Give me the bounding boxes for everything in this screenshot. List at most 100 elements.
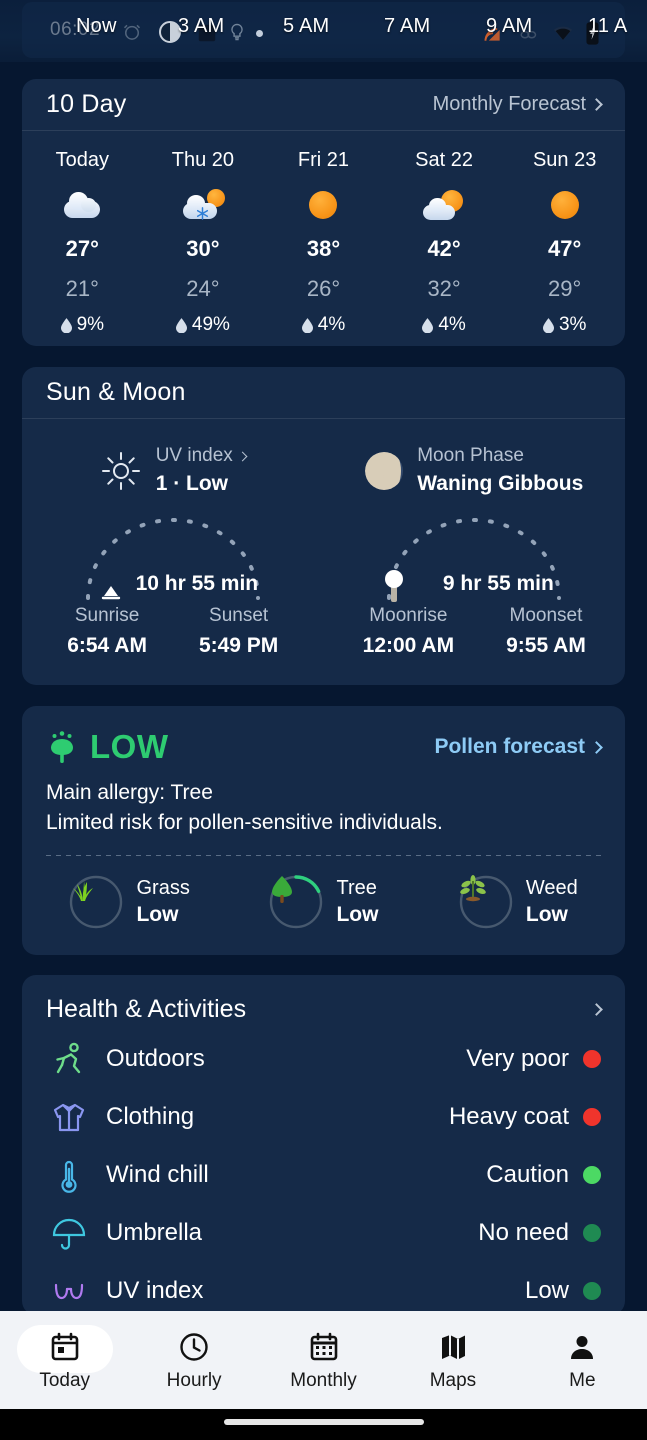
day-precip: 49% xyxy=(175,314,230,336)
sun-moon-title: Sun & Moon xyxy=(46,378,186,406)
status-dot xyxy=(583,1166,601,1184)
weed-value: Low xyxy=(525,902,568,926)
hourly-label-3[interactable]: 7 AM xyxy=(384,15,431,37)
hourly-label-4[interactable]: 9 AM xyxy=(486,15,533,37)
sun-and-moon-card: Sun & Moon UV index 1 · Low xyxy=(22,367,625,685)
health-row-uv-index[interactable]: UV index Low xyxy=(22,1262,625,1315)
health-row-umbrella[interactable]: Umbrella No need xyxy=(22,1204,625,1262)
health-row-clothing[interactable]: Clothing Heavy coat xyxy=(22,1088,625,1146)
ten-day-row: Today 27° 21° 9% Thu 20 xyxy=(22,131,625,336)
moon-phase-icon xyxy=(365,451,404,490)
day-precip: 4% xyxy=(301,314,346,336)
day-precip-value: 4% xyxy=(317,314,346,335)
moonset-label: Moonset xyxy=(509,605,583,626)
pollen-risk-text: Limited risk for pollen-sensitive indivi… xyxy=(46,811,443,835)
moonset-value: 9:55 AM xyxy=(506,634,586,657)
day-column[interactable]: Sat 22 42° 32° 4% xyxy=(384,149,505,336)
hourly-label-5[interactable]: 11 A xyxy=(588,15,628,37)
pollen-forecast-link[interactable]: Pollen forecast xyxy=(434,735,603,759)
sun-icon xyxy=(309,188,338,222)
day-low: 29° xyxy=(548,276,582,301)
rise-set-arcs: 10 hr 55 min Sunrise 6:54 AM Sunset 5:49… xyxy=(22,502,625,657)
gesture-pill[interactable] xyxy=(223,1419,424,1425)
day-low: 32° xyxy=(427,276,461,301)
health-value: Heavy coat xyxy=(448,1103,569,1130)
pollen-level-group: LOW xyxy=(46,728,168,766)
health-value: No need xyxy=(478,1219,569,1246)
day-precip-value: 4% xyxy=(438,314,466,335)
daylight-duration: 10 hr 55 min xyxy=(135,572,259,595)
weed-icon xyxy=(458,874,514,930)
pollen-description: Main allergy: Tree Limited risk for poll… xyxy=(22,766,625,839)
day-low: 21° xyxy=(65,276,99,301)
sunglasses-icon xyxy=(46,1271,92,1311)
nav-item-me[interactable]: Me xyxy=(518,1311,647,1409)
ring-track-icon xyxy=(70,875,123,929)
tree-icon xyxy=(268,874,324,930)
sun-moon-metrics: UV index 1 · Low Moon Phase Waning Gibbo… xyxy=(22,419,625,496)
day-precip-value: 49% xyxy=(191,314,230,335)
day-name: Fri 21 xyxy=(297,149,350,171)
ring-track-icon xyxy=(270,875,323,929)
grass-value: Low xyxy=(136,902,179,926)
moon-path-arc xyxy=(387,518,562,600)
alarm-icon xyxy=(123,24,141,40)
sunset-block: Sunset 5:49 PM xyxy=(199,605,278,658)
health-row-outdoors[interactable]: Outdoors Very poor xyxy=(22,1030,625,1088)
hourly-label-1[interactable]: 3 AM xyxy=(178,15,225,37)
nav-item-today[interactable]: Today xyxy=(0,1311,129,1409)
health-row-wind-chill[interactable]: Wind chill Caution xyxy=(22,1146,625,1204)
day-column[interactable]: Sun 23 47° 29° 3% xyxy=(504,149,625,336)
umbrella-icon xyxy=(46,1213,92,1253)
moon-phase-text: Moon Phase Waning Gibbous xyxy=(417,445,583,496)
no-sim-icon xyxy=(520,31,537,39)
nav-item-monthly[interactable]: Monthly xyxy=(259,1311,388,1409)
day-precip: 3% xyxy=(542,314,586,336)
cloud-icon xyxy=(62,188,102,222)
pollen-type-weed[interactable]: Weed Low xyxy=(421,874,615,930)
moon-phase-label: Moon Phase xyxy=(417,445,524,466)
gesture-navigation-bar xyxy=(0,1409,647,1440)
snow-cloud-sun-icon xyxy=(181,188,225,222)
chevron-right-icon[interactable] xyxy=(590,1003,603,1016)
day-column[interactable]: Thu 20 30° 24° 49% xyxy=(143,149,264,336)
grass-label: Grass xyxy=(136,876,190,899)
ten-day-card-header: 10 Day Monthly Forecast xyxy=(22,79,625,131)
day-column[interactable]: Today 27° 21° 9% xyxy=(22,149,143,336)
wifi-icon xyxy=(553,26,573,41)
map-icon xyxy=(437,1329,469,1365)
person-icon xyxy=(566,1329,598,1365)
sunset-label: Sunset xyxy=(209,605,269,626)
droplet-icon xyxy=(175,317,187,333)
health-value: Low xyxy=(524,1277,569,1304)
hourly-labels-row[interactable]: Now 3 AM 5 AM 7 AM 9 AM 11 A xyxy=(0,0,647,62)
sunrise-value: 6:54 AM xyxy=(67,634,147,657)
nav-item-hourly[interactable]: Hourly xyxy=(129,1311,258,1409)
pollen-type-grass[interactable]: Grass Low xyxy=(32,874,226,930)
monthly-forecast-link[interactable]: Monthly Forecast xyxy=(433,93,603,116)
uv-index-text: UV index 1 · Low xyxy=(156,445,248,496)
dnd-icon xyxy=(159,21,181,43)
pollen-types-row: Grass Low xyxy=(22,856,625,930)
tree-ring xyxy=(268,874,324,930)
health-header[interactable]: Health & Activities xyxy=(22,975,625,1030)
nav-label-me: Me xyxy=(569,1369,596,1391)
pollen-type-tree[interactable]: Tree Low xyxy=(226,874,420,930)
hourly-label-2[interactable]: 5 AM xyxy=(283,15,330,37)
droplet-icon xyxy=(422,317,434,333)
uv-index-block[interactable]: UV index 1 · Low xyxy=(22,445,324,496)
thermometer-icon xyxy=(46,1155,92,1195)
hourly-label-0[interactable]: Now xyxy=(76,15,117,37)
moonrise-moonset-footer: Moonrise 12:00 AM Moonset 9:55 AM xyxy=(324,605,626,658)
day-column[interactable]: Fri 21 38° 26° 4% xyxy=(263,149,384,336)
health-name: UV index xyxy=(106,1277,204,1304)
chevron-right-icon xyxy=(237,451,248,461)
sun-arc-block: 10 hr 55 min Sunrise 6:54 AM Sunset 5:49… xyxy=(22,502,324,657)
moonset-block: Moonset 9:55 AM xyxy=(506,605,586,658)
health-name: Umbrella xyxy=(106,1219,203,1246)
nav-item-maps[interactable]: Maps xyxy=(388,1311,517,1409)
day-high: 47° xyxy=(548,236,582,261)
day-name: Thu 20 xyxy=(171,149,235,171)
moonrise-marker-icon xyxy=(384,570,403,602)
pollen-level: LOW xyxy=(90,728,169,765)
